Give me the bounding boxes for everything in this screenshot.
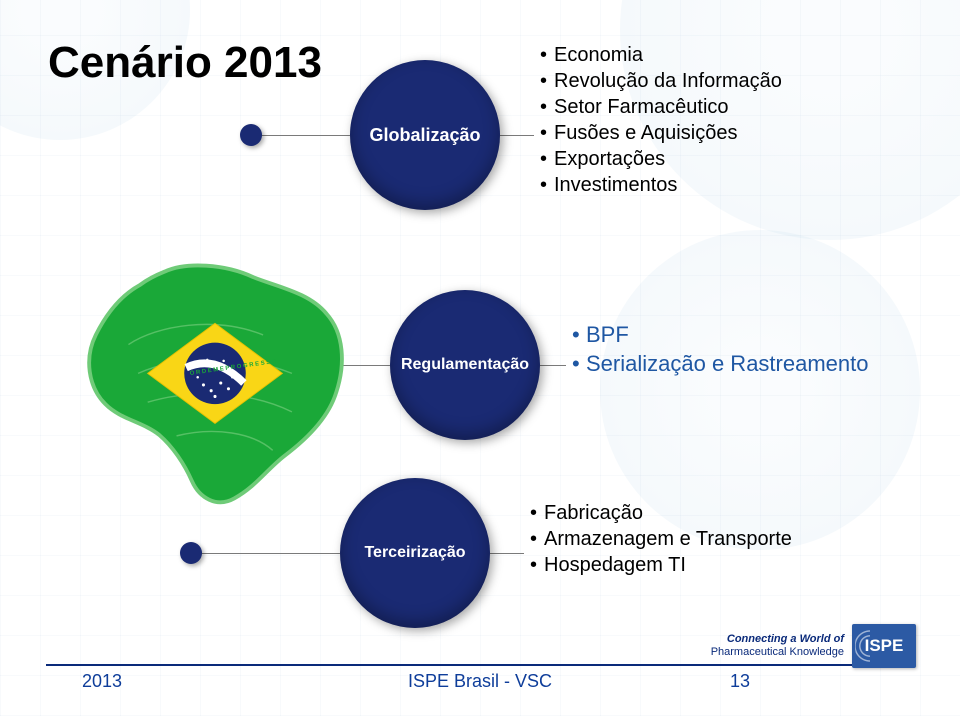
list-item: BPF — [572, 321, 868, 349]
bullets-globalizacao: Economia Revolução da Informação Setor F… — [540, 42, 782, 199]
connector-end-icon — [240, 124, 262, 146]
footer-center: ISPE Brasil - VSC — [0, 671, 960, 692]
page-title: Cenário 2013 — [48, 38, 322, 88]
node-regulamentacao: Regulamentação — [390, 290, 540, 440]
ispe-tagline-line1: Connecting a World of — [711, 633, 844, 646]
list-item: Fabricação — [530, 501, 792, 526]
node-terceirizacao: Terceirização — [340, 478, 490, 628]
ispe-tagline: Connecting a World of Pharmaceutical Kno… — [711, 633, 844, 658]
ispe-badge-icon: ISPE — [852, 624, 916, 668]
node-label: Terceirização — [364, 544, 465, 562]
ispe-tagline-line2: Pharmaceutical Knowledge — [711, 646, 844, 659]
list-item: Economia — [540, 43, 782, 68]
list-item: Investimentos — [540, 173, 782, 198]
footer-page: 13 — [730, 671, 750, 692]
node-label: Regulamentação — [401, 356, 529, 374]
list-item: Exportações — [540, 147, 782, 172]
ispe-badge-text: ISPE — [865, 636, 904, 656]
list-item: Hospedagem TI — [530, 553, 792, 578]
node-label: Globalização — [369, 125, 480, 146]
list-item: Serialização e Rastreamento — [572, 350, 868, 378]
connector-line — [200, 553, 340, 554]
connector-line — [540, 365, 566, 366]
brazil-map-icon: O R D E M E P R O G R E S S O — [70, 258, 360, 508]
connector-end-icon — [180, 542, 202, 564]
connector-line — [260, 135, 350, 136]
bullets-terceirizacao: Fabricação Armazenagem e Transporte Hosp… — [530, 500, 792, 579]
connector-line — [500, 135, 534, 136]
node-globalizacao: Globalização — [350, 60, 500, 210]
list-item: Armazenagem e Transporte — [530, 527, 792, 552]
list-item: Revolução da Informação — [540, 69, 782, 94]
bullets-regulamentacao: BPF Serialização e Rastreamento — [572, 320, 868, 378]
connector-line — [490, 553, 524, 554]
list-item: Fusões e Aquisições — [540, 121, 782, 146]
ispe-logo: Connecting a World of Pharmaceutical Kno… — [711, 624, 916, 668]
list-item: Setor Farmacêutico — [540, 95, 782, 120]
